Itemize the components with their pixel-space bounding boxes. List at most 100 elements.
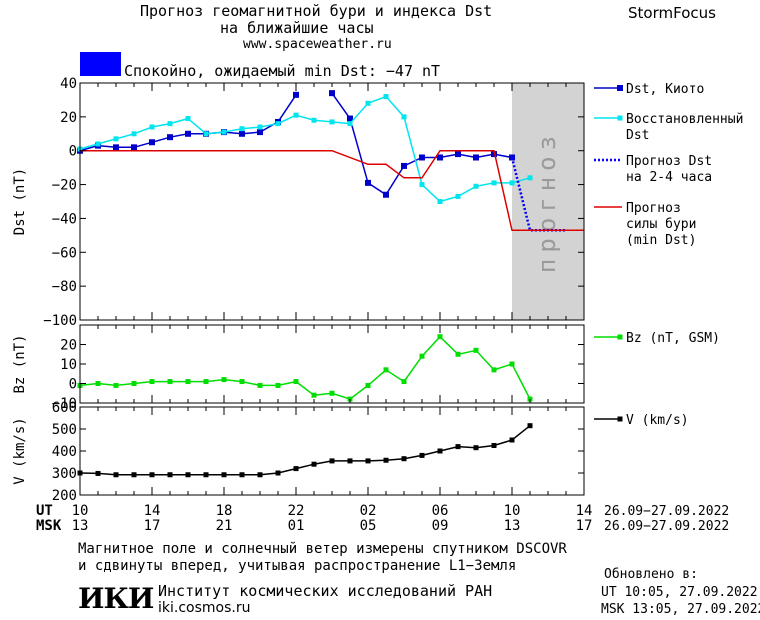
data-point (365, 179, 371, 186)
data-point (167, 134, 173, 141)
data-point (95, 470, 101, 476)
data-point (383, 94, 389, 100)
data-point (383, 457, 389, 463)
data-point (185, 116, 191, 122)
data-point (221, 472, 227, 478)
series-line (79, 335, 531, 400)
legend-marker (617, 85, 623, 91)
data-point (365, 100, 371, 106)
data-point (347, 458, 353, 464)
data-point (509, 437, 515, 443)
data-point (455, 444, 461, 450)
website-label: www.spaceweather.ru (243, 37, 392, 52)
data-point (455, 193, 461, 199)
data-point (293, 379, 299, 385)
series-line (79, 95, 531, 203)
data-point (419, 182, 425, 188)
legend-label: Прогноз силы бури (min Dst) (626, 201, 696, 248)
data-point (95, 141, 101, 147)
x-tick-label-ut: 14 (144, 503, 161, 519)
ut-row-label: UT (36, 503, 53, 519)
data-point (437, 154, 443, 161)
data-point (401, 114, 407, 120)
legend-label: Dst, Киото (626, 82, 704, 97)
updated-label: Обновлено в: (604, 567, 698, 582)
x-tick-label-msk: 09 (432, 518, 449, 534)
data-point (275, 121, 281, 127)
y-tick-label: 600 (52, 400, 77, 416)
data-point (239, 472, 245, 478)
x-tick-label-ut: 02 (360, 503, 377, 519)
data-point (311, 461, 317, 467)
y-tick-label: 0 (69, 144, 77, 160)
institute-name: Институт космических исследований РАН (158, 582, 493, 600)
status-text: Спокойно, ожидаемый min Dst: −47 nT (124, 62, 441, 80)
brand-label: StormFocus (628, 4, 716, 22)
footer-note-line2: и сдвинуты вперед, учитывая распростране… (78, 558, 517, 574)
data-point (437, 199, 443, 204)
data-point (239, 130, 245, 137)
data-point (239, 126, 245, 132)
y-tick-label: 20 (60, 110, 77, 126)
x-tick-label-msk: 17 (576, 518, 593, 534)
y-tick-label: 300 (52, 466, 77, 482)
x-tick-label-ut: 18 (216, 503, 233, 519)
y-tick-label: −80 (52, 279, 77, 295)
chart-title-line1: Прогноз геомагнитной бури и индекса Dst (140, 2, 493, 20)
data-point (473, 445, 479, 451)
x-tick-label-msk: 01 (288, 518, 305, 534)
data-point (419, 154, 425, 161)
legend-label: V (km/s) (626, 413, 689, 428)
data-point (185, 130, 191, 137)
data-point (257, 472, 263, 478)
x-tick-label-msk: 05 (360, 518, 377, 534)
data-point (329, 119, 335, 125)
data-point (293, 466, 299, 472)
series-line (331, 92, 513, 196)
date-range-ut: 26.09−27.09.2022 (604, 504, 729, 519)
data-point (149, 379, 155, 385)
chart-title-line2: на ближайшие часы (220, 19, 374, 37)
legend-marker (617, 334, 623, 340)
data-point (113, 144, 119, 151)
data-point (527, 175, 533, 181)
y-tick-label: −100 (43, 313, 77, 329)
y-tick-label: 20 (60, 338, 77, 354)
data-point (509, 154, 515, 161)
data-point (131, 144, 137, 151)
data-point (149, 472, 155, 478)
legend-marker (617, 115, 623, 121)
y-tick-label: 400 (52, 444, 77, 460)
institute-site-link[interactable]: iki.cosmos.ru (158, 600, 251, 616)
series-line (79, 94, 297, 152)
data-point (473, 347, 479, 353)
data-point (149, 124, 155, 130)
data-point (257, 382, 263, 388)
data-point (167, 472, 173, 478)
y-axis-label: Dst (nT) (12, 168, 28, 235)
plot-frame (79, 82, 585, 321)
data-point (113, 382, 119, 388)
data-point (167, 121, 173, 127)
y-tick-label: 10 (60, 357, 77, 373)
data-point (365, 458, 371, 464)
data-point (347, 121, 353, 127)
data-point (203, 472, 209, 478)
legend-label: Прогноз Dst на 2-4 часа (626, 154, 712, 185)
plot-frame (79, 406, 585, 496)
y-axis-label: V (km/s) (12, 417, 28, 484)
footer-note-line1: Магнитное поле и солнечный ветер измерен… (78, 541, 567, 557)
iki-logo: ИКИ (78, 582, 154, 615)
x-tick-label-ut: 10 (72, 503, 89, 519)
y-axis-label: Bz (nT) (12, 334, 28, 393)
data-point (473, 183, 479, 189)
y-tick-label: 40 (60, 76, 77, 92)
series-line (80, 149, 584, 232)
updated-ut: UT 10:05, 27.09.2022 (601, 585, 758, 600)
data-point (113, 136, 119, 142)
data-point (509, 180, 515, 186)
data-point (257, 124, 263, 130)
data-point (95, 381, 101, 386)
data-point (527, 423, 533, 429)
